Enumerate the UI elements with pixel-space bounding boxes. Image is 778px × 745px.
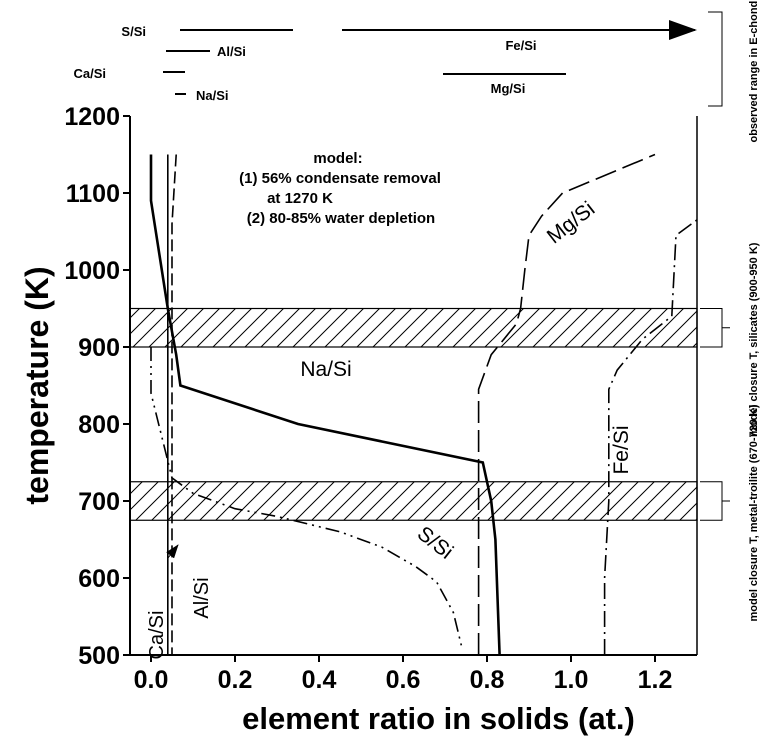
y-tick-label: 1100 xyxy=(66,180,120,208)
x-tick-label: 0.8 xyxy=(470,666,505,694)
y-axis-title: temperature (K) xyxy=(19,266,55,504)
series-label-al-si: Al/Si xyxy=(191,577,213,618)
y-tick-label: 500 xyxy=(78,642,120,670)
series-line-na-si xyxy=(149,154,501,656)
closure-band-label-1: model closure T, metal-troilite (670-720… xyxy=(748,404,760,621)
series-label-ca-si: Ca/Si xyxy=(146,611,168,660)
series-line-fe-si xyxy=(603,219,698,655)
observed-range-label-mg-si: Mg/Si xyxy=(491,81,526,96)
x-tick-label: 1.2 xyxy=(638,666,673,694)
observed-range-label-ca-si: Ca/Si xyxy=(73,66,106,81)
x-tick-label: 0.0 xyxy=(134,666,169,694)
x-tick-label: 0.4 xyxy=(302,666,337,694)
closure-brace-1 xyxy=(700,481,730,521)
y-tick-label: 1200 xyxy=(64,103,120,131)
x-tick-label: 1.0 xyxy=(554,666,589,694)
x-axis-title: element ratio in solids (at.) xyxy=(242,701,635,736)
observed-range-label-fe-si: Fe/Si xyxy=(505,38,536,53)
annotation-line-2: at 1270 K xyxy=(267,190,333,207)
series-line-s-si xyxy=(150,347,463,648)
annotation-line-0: model: xyxy=(313,150,362,167)
annotation-line-3: (2) 80-85% water depletion xyxy=(247,210,435,227)
annotation-line-1: (1) 56% condensate removal xyxy=(239,170,441,187)
y-tick-label: 700 xyxy=(78,488,120,516)
x-tick-label: 0.2 xyxy=(218,666,253,694)
observed-range-label-al-si: Al/Si xyxy=(217,44,246,59)
observed-range-brace xyxy=(708,11,723,107)
series-line-al-si xyxy=(171,154,177,655)
y-tick-label: 600 xyxy=(78,565,120,593)
x-tick-label: 0.6 xyxy=(386,666,421,694)
series-label-s-si: S/Si xyxy=(413,522,458,564)
series-label-na-si: Na/Si xyxy=(300,358,351,381)
observed-range-label-s-si: S/Si xyxy=(121,24,146,39)
series-label-fe-si: Fe/Si xyxy=(610,425,633,474)
y-tick-label: 900 xyxy=(78,334,120,362)
closure-brace-0 xyxy=(700,308,730,348)
y-tick-label: 800 xyxy=(78,411,120,439)
closure-band-label-0: model closure T, silicates (900-950 K) xyxy=(748,242,760,437)
observed-range-label-na-si: Na/Si xyxy=(196,88,229,103)
ca-si-pointer-arrow xyxy=(166,544,179,559)
y-tick-label: 1000 xyxy=(64,257,120,285)
closure-band-0 xyxy=(129,307,698,348)
closure-band-1 xyxy=(129,481,698,521)
observed-range-title: observed range in E-chondrites xyxy=(748,0,760,143)
series-line-mg-si xyxy=(477,153,656,655)
